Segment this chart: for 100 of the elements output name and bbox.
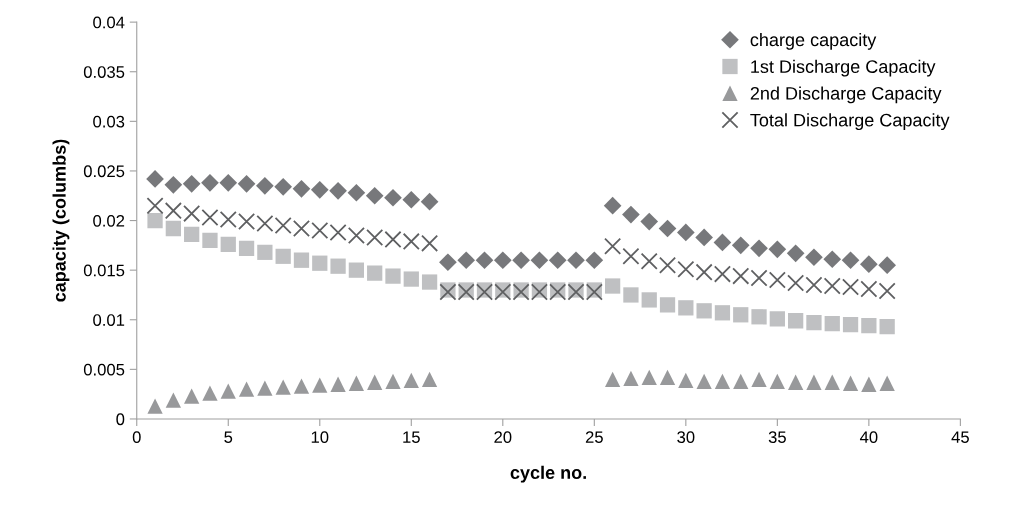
point bbox=[622, 205, 640, 224]
point bbox=[750, 239, 768, 258]
point bbox=[420, 192, 439, 211]
point bbox=[824, 374, 840, 390]
point bbox=[806, 374, 822, 390]
point bbox=[714, 305, 731, 321]
point bbox=[641, 369, 657, 385]
point bbox=[823, 250, 842, 269]
point bbox=[731, 236, 750, 255]
point bbox=[330, 258, 346, 274]
point bbox=[678, 372, 694, 388]
y-tick-label: 0.035 bbox=[83, 66, 125, 78]
point bbox=[677, 260, 695, 278]
point bbox=[733, 373, 749, 389]
point bbox=[312, 377, 328, 393]
point bbox=[585, 251, 604, 270]
y-tick-label: 0 bbox=[116, 413, 125, 426]
point bbox=[879, 319, 895, 335]
point bbox=[696, 303, 712, 319]
point bbox=[603, 196, 622, 215]
point bbox=[622, 247, 640, 265]
x-tick-label: 35 bbox=[768, 431, 786, 444]
point bbox=[312, 255, 328, 271]
point bbox=[275, 379, 291, 395]
y-tick-label: 0.02 bbox=[93, 214, 125, 227]
point bbox=[439, 253, 457, 272]
point bbox=[640, 212, 659, 231]
point bbox=[202, 385, 218, 401]
y-tick-label: 0.005 bbox=[83, 363, 125, 376]
point bbox=[238, 240, 255, 256]
point bbox=[165, 220, 181, 237]
x-tick-label: 45 bbox=[951, 431, 969, 444]
legend-label: Total Discharge Capacity bbox=[750, 113, 950, 131]
point bbox=[640, 252, 658, 270]
point bbox=[147, 398, 163, 414]
point bbox=[861, 318, 877, 334]
point bbox=[238, 381, 255, 397]
point bbox=[293, 252, 310, 268]
point bbox=[421, 274, 438, 290]
point bbox=[257, 244, 273, 260]
point bbox=[202, 232, 218, 249]
point bbox=[201, 174, 219, 192]
x-tick-label: 40 bbox=[859, 431, 878, 444]
point bbox=[256, 176, 274, 195]
point bbox=[713, 233, 732, 252]
point bbox=[879, 375, 895, 391]
x-tick-label: 25 bbox=[585, 431, 603, 444]
point bbox=[641, 292, 657, 308]
point bbox=[164, 176, 183, 194]
legend-label: charge capacity bbox=[750, 32, 877, 50]
point bbox=[623, 370, 639, 386]
point bbox=[604, 237, 622, 255]
point bbox=[769, 373, 785, 389]
point bbox=[237, 175, 256, 193]
point bbox=[604, 371, 621, 387]
y-tick-label: 0.03 bbox=[93, 115, 125, 128]
x-tick-label: 30 bbox=[677, 431, 695, 444]
point bbox=[184, 388, 200, 404]
point bbox=[841, 251, 860, 270]
point bbox=[878, 256, 896, 275]
point bbox=[658, 256, 677, 274]
point bbox=[824, 316, 840, 332]
point bbox=[659, 297, 676, 313]
point bbox=[403, 271, 419, 287]
y-axis-title: capacity (columbs) bbox=[52, 139, 70, 302]
point bbox=[604, 278, 621, 294]
point bbox=[714, 373, 731, 389]
point bbox=[403, 372, 419, 388]
point bbox=[165, 392, 181, 408]
point bbox=[219, 174, 238, 192]
point bbox=[860, 255, 878, 274]
point bbox=[146, 197, 164, 215]
point bbox=[274, 177, 293, 196]
point bbox=[402, 190, 421, 209]
point bbox=[182, 175, 201, 193]
point bbox=[751, 371, 767, 387]
legend-label: 2nd Discharge Capacity bbox=[750, 86, 942, 104]
point bbox=[788, 374, 804, 390]
point bbox=[805, 248, 823, 267]
point bbox=[367, 265, 383, 281]
point bbox=[220, 236, 236, 252]
point bbox=[786, 244, 805, 263]
point bbox=[146, 170, 164, 188]
point bbox=[751, 309, 767, 325]
point bbox=[365, 186, 384, 205]
point bbox=[659, 369, 676, 385]
point bbox=[257, 380, 273, 396]
point bbox=[695, 228, 713, 247]
point bbox=[806, 315, 822, 331]
point bbox=[548, 251, 567, 270]
point bbox=[842, 375, 859, 391]
point bbox=[164, 202, 182, 220]
y-tick-label: 0.04 bbox=[93, 16, 125, 29]
x-tick-label: 0 bbox=[132, 431, 141, 444]
point bbox=[367, 374, 383, 390]
point bbox=[788, 313, 804, 329]
point bbox=[768, 240, 787, 259]
y-tick-label: 0.01 bbox=[93, 314, 125, 326]
point bbox=[385, 373, 401, 389]
point bbox=[421, 371, 438, 387]
